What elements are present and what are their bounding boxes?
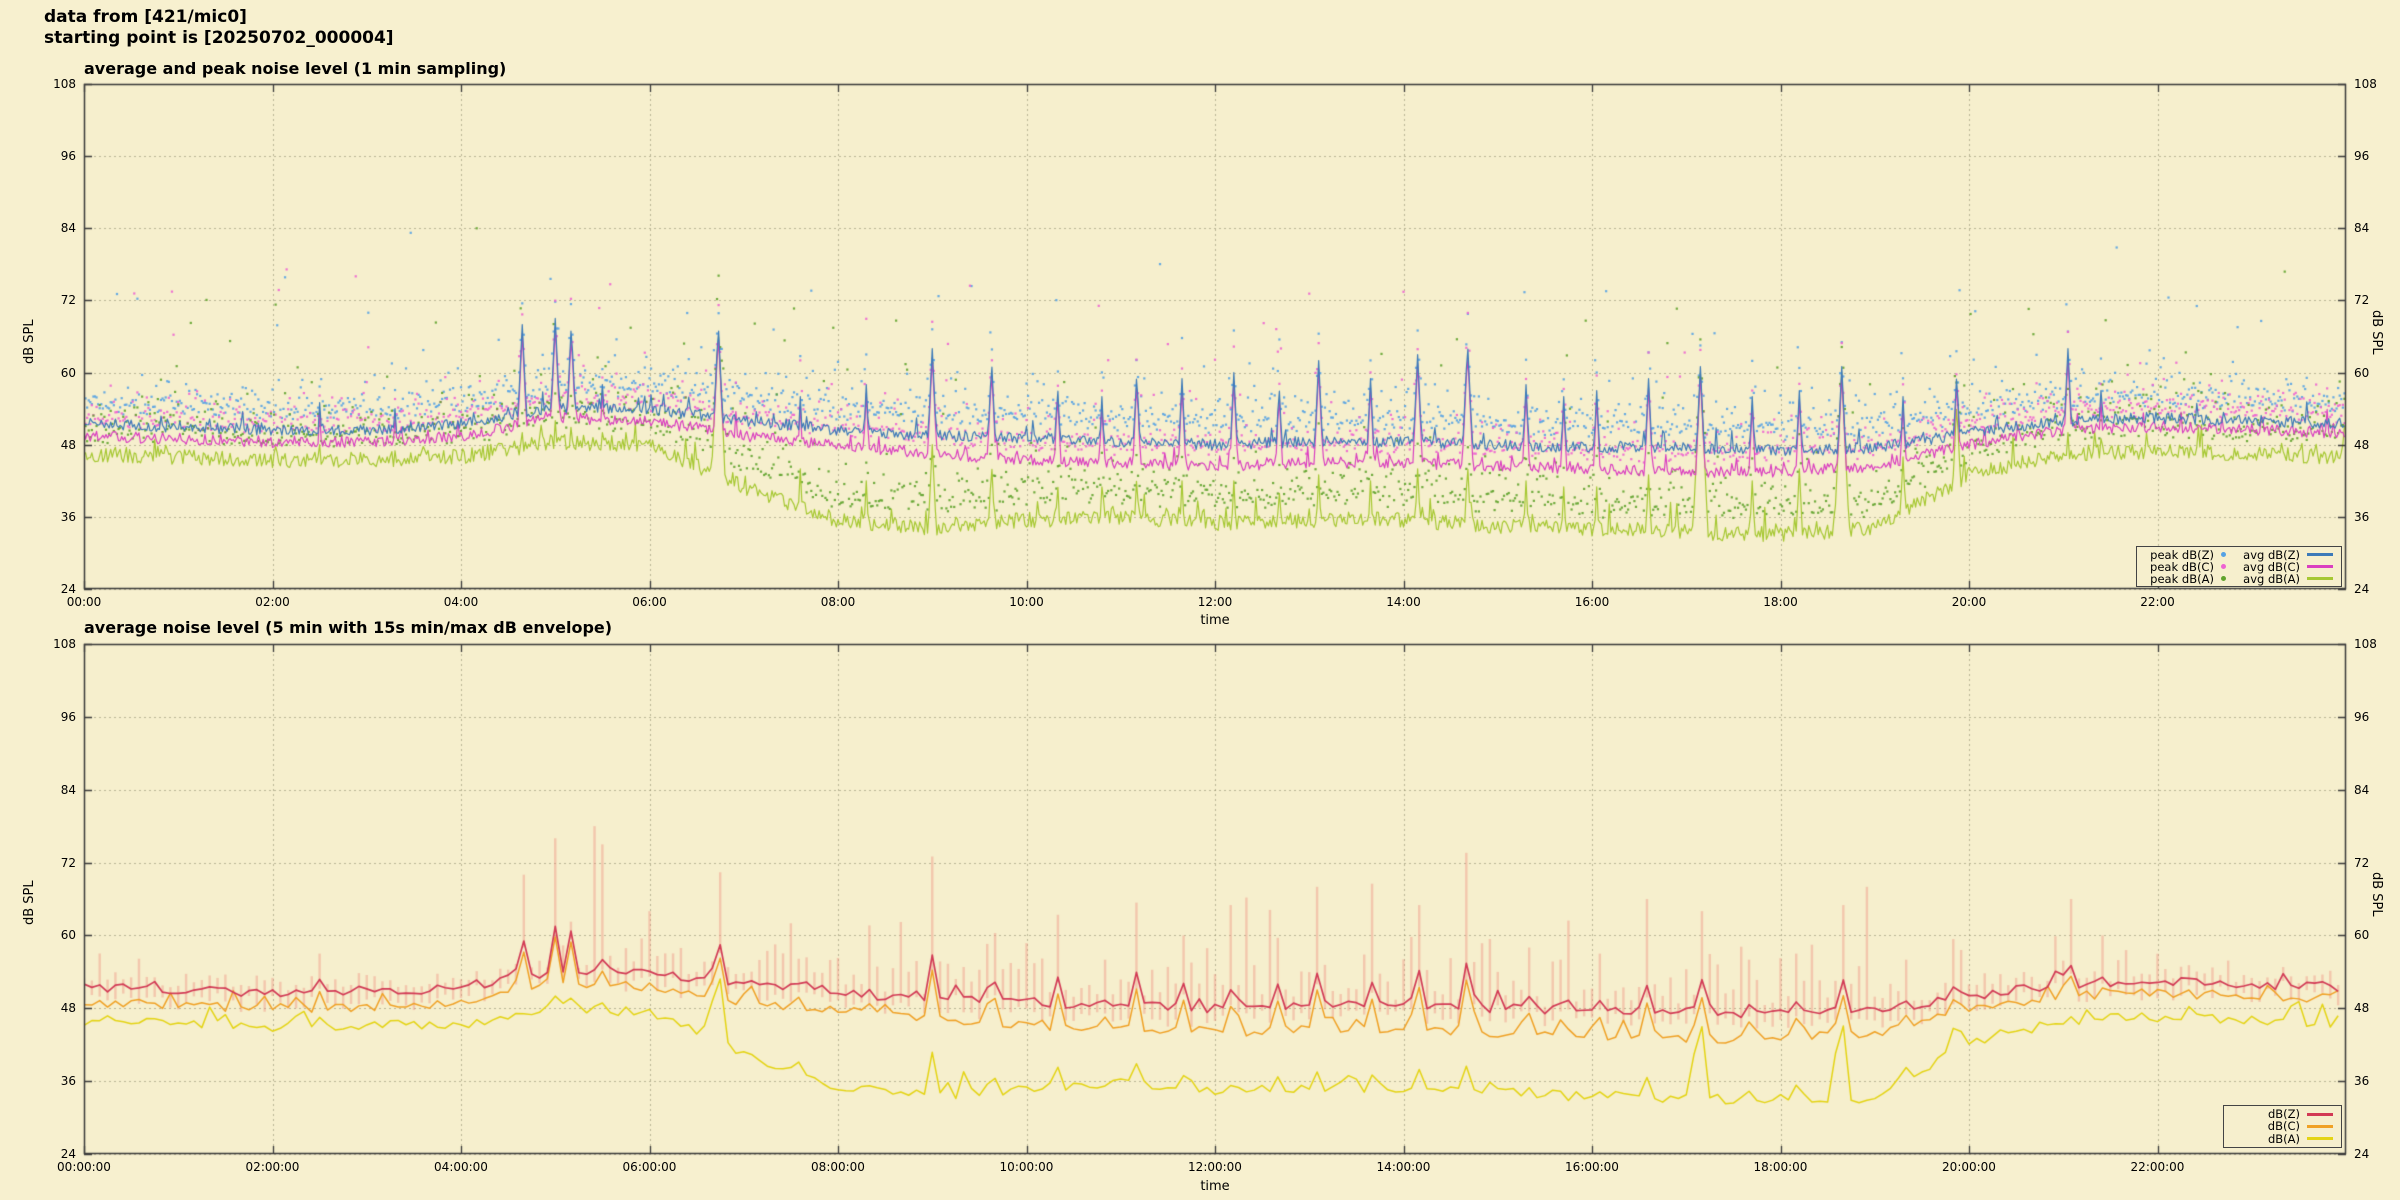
y-tick-label: 84 bbox=[60, 782, 76, 797]
x-tick-label: 22:00 bbox=[2140, 595, 2175, 609]
legend-line-marker-icon bbox=[2307, 577, 2333, 580]
legend-item: avg dB(Z) bbox=[2238, 549, 2333, 561]
x-tick-label: 10:00:00 bbox=[999, 1160, 1054, 1174]
y-tick-label: 36 bbox=[2354, 509, 2370, 524]
bottom-chart-xlabel: time bbox=[1200, 1179, 1230, 1194]
y-tick-label: 48 bbox=[60, 437, 76, 452]
legend-line-marker-icon bbox=[2307, 1124, 2333, 1128]
x-tick-label: 18:00:00 bbox=[1753, 1160, 1808, 1174]
legend-item: avg dB(A) bbox=[2238, 573, 2333, 585]
y-tick-label: 108 bbox=[53, 637, 76, 651]
bottom-chart-title: average noise level (5 min with 15s min/… bbox=[84, 618, 613, 637]
legend-label: dB(Z) bbox=[2267, 1107, 2300, 1122]
x-tick-label: 10:00 bbox=[1009, 595, 1044, 609]
y-tick-label: 108 bbox=[2354, 637, 2377, 651]
y-tick-label: 48 bbox=[2354, 437, 2370, 452]
y-tick-label: 96 bbox=[60, 709, 76, 724]
legend-label: avg dB(C) bbox=[2242, 559, 2300, 574]
y-tick-label: 24 bbox=[2354, 582, 2370, 596]
x-tick-label: 08:00 bbox=[820, 595, 856, 609]
x-tick-label: 04:00:00 bbox=[434, 1160, 488, 1174]
legend-line-marker-icon bbox=[2307, 1112, 2333, 1116]
x-tick-label: 00:00:00 bbox=[57, 1160, 111, 1174]
legend-item: dB(A) bbox=[2232, 1133, 2333, 1145]
x-tick-label: 16:00:00 bbox=[1565, 1160, 1619, 1174]
x-tick-label: 02:00 bbox=[255, 595, 290, 609]
x-tick-label: 08:00:00 bbox=[811, 1160, 865, 1174]
legend-label: peak dB(A) bbox=[2150, 571, 2214, 586]
legend-dot-marker-icon bbox=[2220, 576, 2226, 581]
legend-label: dB(C) bbox=[2267, 1119, 2300, 1134]
legend-item: peak dB(A) bbox=[2145, 573, 2226, 585]
y-tick-label: 24 bbox=[2354, 1147, 2370, 1161]
legend-label: peak dB(Z) bbox=[2150, 547, 2214, 562]
x-tick-label: 00:00 bbox=[66, 595, 102, 609]
legend-item: peak dB(C) bbox=[2145, 561, 2226, 573]
y-tick-label: 96 bbox=[2354, 709, 2370, 724]
legend-label: dB(A) bbox=[2267, 1131, 2300, 1146]
x-tick-label: 20:00 bbox=[1951, 595, 1987, 609]
y-tick-label: 24 bbox=[60, 582, 76, 596]
y-tick-label: 72 bbox=[2354, 855, 2370, 870]
y-tick-label: 108 bbox=[53, 77, 76, 91]
x-tick-label: 06:00 bbox=[632, 595, 667, 609]
y-tick-label: 36 bbox=[60, 1074, 76, 1089]
x-tick-label: 14:00 bbox=[1386, 595, 1421, 609]
y-tick-label: 60 bbox=[2354, 365, 2370, 380]
y-tick-label: 96 bbox=[60, 149, 76, 164]
legend-item: peak dB(Z) bbox=[2145, 549, 2226, 561]
y-tick-label: 60 bbox=[60, 928, 76, 943]
y-tick-label: 72 bbox=[60, 855, 76, 870]
legend-label: avg dB(Z) bbox=[2243, 547, 2300, 562]
x-tick-label: 20:00:00 bbox=[1942, 1160, 1996, 1174]
header-line-source: data from [421/mic0] bbox=[44, 7, 247, 27]
legend-line-marker-icon bbox=[2307, 1137, 2333, 1141]
legend-item: avg dB(C) bbox=[2238, 561, 2333, 573]
x-tick-label: 18:00 bbox=[1763, 595, 1798, 609]
x-tick-label: 22:00:00 bbox=[2130, 1160, 2185, 1174]
top-chart-title: average and peak noise level (1 min samp… bbox=[84, 59, 507, 78]
x-tick-label: 06:00:00 bbox=[622, 1160, 677, 1174]
y-tick-label: 60 bbox=[2354, 928, 2370, 943]
legend-item: dB(Z) bbox=[2232, 1108, 2333, 1120]
x-tick-label: 12:00 bbox=[1197, 595, 1233, 609]
y-tick-label: 36 bbox=[2354, 1074, 2370, 1089]
top-chart-xlabel: time bbox=[1200, 613, 1230, 628]
y-tick-label: 72 bbox=[2354, 293, 2370, 308]
x-tick-label: 02:00:00 bbox=[245, 1160, 300, 1174]
legend-item: dB(C) bbox=[2232, 1120, 2333, 1132]
y-tick-label: 60 bbox=[60, 365, 76, 380]
top-chart-ylabel-right: dB SPL bbox=[2369, 310, 2384, 355]
y-tick-label: 48 bbox=[2354, 1001, 2370, 1016]
top-chart-ylabel-left: dB SPL bbox=[22, 319, 37, 364]
y-tick-label: 48 bbox=[60, 1001, 76, 1016]
y-tick-label: 96 bbox=[2354, 149, 2370, 164]
y-tick-label: 84 bbox=[2354, 221, 2370, 236]
x-tick-label: 16:00 bbox=[1574, 595, 1610, 609]
legend-dot-marker-icon bbox=[2220, 564, 2226, 569]
top-chart-legend: peak dB(Z) peak dB(C) peak dB(A) avg dB(Z) a… bbox=[2136, 546, 2342, 587]
legend-label: peak dB(C) bbox=[2150, 559, 2214, 574]
header-line-start: starting point is [20250702_000004] bbox=[44, 28, 394, 48]
y-tick-label: 72 bbox=[60, 293, 76, 308]
y-tick-label: 36 bbox=[60, 509, 76, 524]
y-tick-label: 24 bbox=[60, 1147, 76, 1161]
legend-dot-marker-icon bbox=[2220, 552, 2226, 557]
legend-line-marker-icon bbox=[2307, 553, 2333, 556]
y-tick-label: 84 bbox=[60, 221, 76, 236]
legend-label: avg dB(A) bbox=[2243, 571, 2300, 586]
x-tick-label: 12:00:00 bbox=[1188, 1160, 1242, 1174]
bottom-chart-ylabel-left: dB SPL bbox=[22, 880, 37, 925]
bottom-chart-ylabel-right: dB SPL bbox=[2369, 872, 2384, 917]
x-tick-label: 04:00 bbox=[443, 595, 479, 609]
legend-line-marker-icon bbox=[2307, 565, 2333, 568]
y-tick-label: 84 bbox=[2354, 782, 2370, 797]
y-tick-label: 108 bbox=[2354, 77, 2377, 91]
bottom-chart-legend: dB(Z) dB(C) dB(A) bbox=[2223, 1105, 2342, 1148]
x-tick-label: 14:00:00 bbox=[1376, 1160, 1431, 1174]
